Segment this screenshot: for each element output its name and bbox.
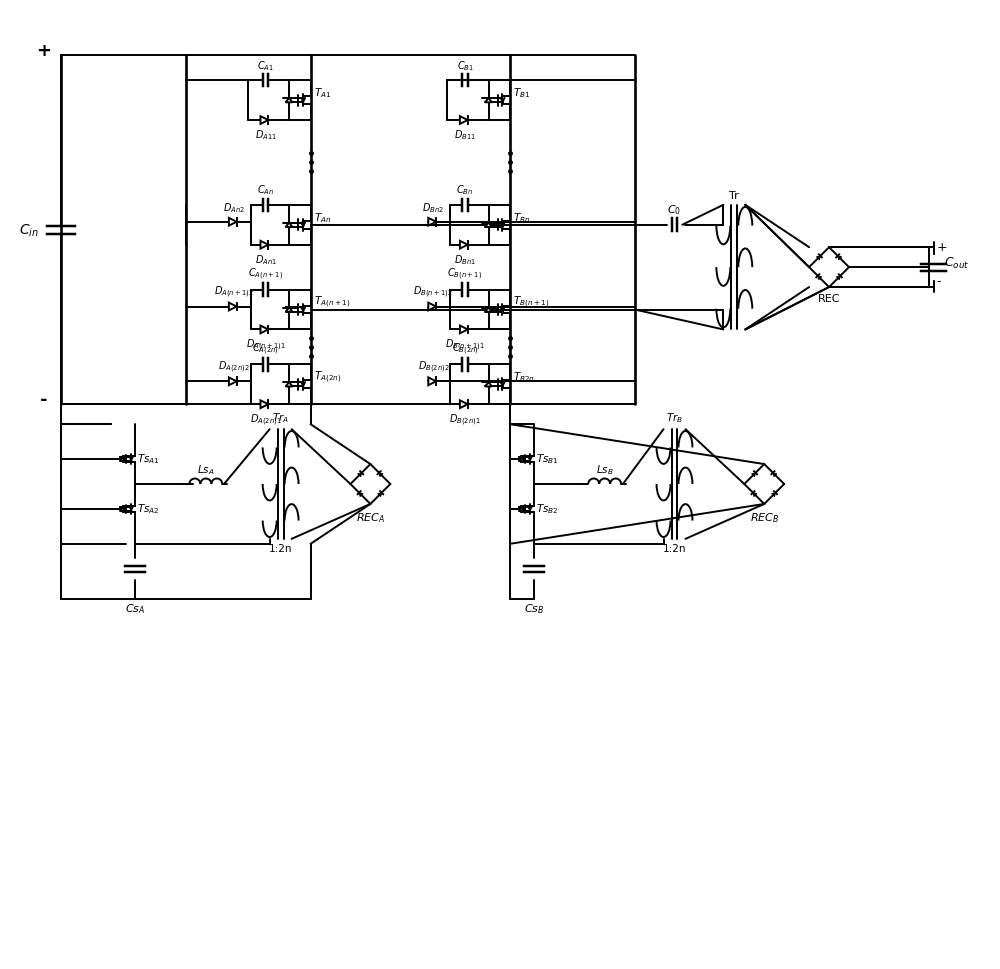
Text: $T_{B2n}$: $T_{B2n}$ [513,370,536,384]
Text: $C_{A(2n)}$: $C_{A(2n)}$ [252,341,279,357]
Text: $Ts_{B1}$: $Ts_{B1}$ [536,452,559,466]
Text: $D_{B(n+1)1}$: $D_{B(n+1)1}$ [445,337,485,353]
Polygon shape [772,493,775,497]
Text: -: - [937,275,941,288]
Text: $D_{B(n+1)2}$: $D_{B(n+1)2}$ [413,285,454,299]
Polygon shape [260,117,268,125]
Polygon shape [428,219,436,227]
Text: 1:2n: 1:2n [269,544,292,553]
Polygon shape [485,383,492,387]
Text: $T_{A(2n)}$: $T_{A(2n)}$ [314,369,342,385]
Polygon shape [460,241,468,249]
Polygon shape [260,401,268,409]
Polygon shape [358,473,362,477]
Polygon shape [460,401,468,409]
Text: REC: REC [818,294,840,303]
Text: $T_{B(n+1)}$: $T_{B(n+1)}$ [513,295,550,310]
Text: $Ts_{A2}$: $Ts_{A2}$ [137,502,160,516]
Polygon shape [816,257,820,261]
Text: $C_{in}$: $C_{in}$ [19,222,39,238]
Text: $D_{An1}$: $D_{An1}$ [255,253,277,266]
Polygon shape [838,257,842,261]
Text: $C_{B(n+1)}$: $C_{B(n+1)}$ [447,266,483,282]
Text: $D_{B(2n)1}$: $D_{B(2n)1}$ [449,412,481,427]
Polygon shape [818,276,822,280]
Text: $Cs_B$: $Cs_B$ [524,602,544,616]
Polygon shape [460,327,468,334]
Polygon shape [260,241,268,249]
Text: $Ls_B$: $Ls_B$ [596,462,614,476]
Polygon shape [120,458,125,461]
Text: $T_{Bn}$: $T_{Bn}$ [513,210,531,225]
Polygon shape [260,327,268,334]
Text: $T_{B1}$: $T_{B1}$ [513,86,531,100]
Polygon shape [120,508,125,511]
Text: $D_{A(2n)1}$: $D_{A(2n)1}$ [250,412,282,427]
Text: -: - [40,391,47,409]
Polygon shape [836,276,840,280]
Text: $Ls_A$: $Ls_A$ [197,462,215,476]
Text: $C_{A1}$: $C_{A1}$ [257,59,274,73]
Polygon shape [229,378,237,386]
Text: $C_{A(n+1)}$: $C_{A(n+1)}$ [248,266,283,282]
Text: +: + [36,43,51,60]
Text: $D_{B11}$: $D_{B11}$ [454,128,476,142]
Polygon shape [286,99,292,103]
Polygon shape [286,308,292,312]
Polygon shape [229,303,237,311]
Text: $C_{out}$: $C_{out}$ [944,255,969,270]
Text: $C_{An}$: $C_{An}$ [257,183,274,197]
Text: $D_{A11}$: $D_{A11}$ [255,128,277,142]
Text: $D_{A(2n)2}$: $D_{A(2n)2}$ [218,359,250,375]
Polygon shape [460,117,468,125]
Text: $Ts_{B2}$: $Ts_{B2}$ [536,502,559,516]
Polygon shape [286,383,292,387]
Text: +: + [937,241,947,254]
Text: $C_{B1}$: $C_{B1}$ [457,59,474,73]
Text: $D_{B(2n)2}$: $D_{B(2n)2}$ [418,359,449,375]
Text: $C_0$: $C_0$ [667,203,682,216]
Text: $D_{A(n+1)1}$: $D_{A(n+1)1}$ [246,337,286,353]
Text: $T_{An}$: $T_{An}$ [314,210,331,225]
Polygon shape [428,378,436,386]
Text: $D_{An2}$: $D_{An2}$ [223,202,245,215]
Polygon shape [753,493,757,497]
Polygon shape [229,219,237,227]
Text: $Tr_B$: $Tr_B$ [666,411,683,424]
Text: $T_{A1}$: $T_{A1}$ [314,86,331,100]
Text: $Ts_{A1}$: $Ts_{A1}$ [137,452,160,466]
Polygon shape [378,493,382,497]
Text: $REC_A$: $REC_A$ [356,511,385,524]
Text: $C_{B(2n)}$: $C_{B(2n)}$ [452,341,479,357]
Text: $Tr_A$: $Tr_A$ [272,411,289,424]
Text: $D_{Bn1}$: $D_{Bn1}$ [454,253,476,266]
Polygon shape [359,493,363,497]
Polygon shape [519,458,524,461]
Text: 1:2n: 1:2n [663,544,686,553]
Text: $T_{A(n+1)}$: $T_{A(n+1)}$ [314,295,350,310]
Polygon shape [379,473,383,477]
Polygon shape [485,308,492,312]
Polygon shape [519,508,524,511]
Text: $D_{Bn2}$: $D_{Bn2}$ [422,202,445,215]
Polygon shape [485,99,492,103]
Text: $REC_B$: $REC_B$ [750,511,779,524]
Text: $Cs_A$: $Cs_A$ [125,602,145,616]
Polygon shape [286,223,292,228]
Polygon shape [485,223,492,228]
Polygon shape [428,303,436,311]
Text: $D_{A(n+1)2}$: $D_{A(n+1)2}$ [214,285,254,299]
Polygon shape [773,473,777,477]
Text: $C_{Bn}$: $C_{Bn}$ [456,183,474,197]
Text: Tr: Tr [729,191,739,201]
Polygon shape [752,473,756,477]
